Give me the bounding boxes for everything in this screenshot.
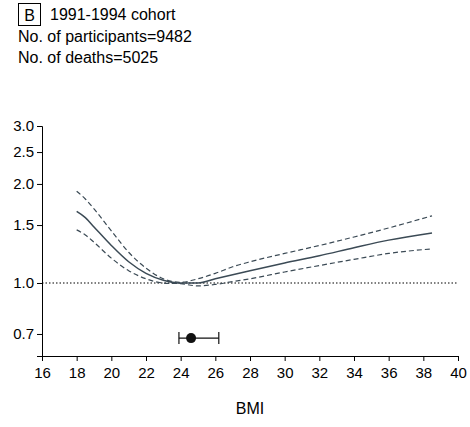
x-tick-label: 26	[207, 364, 224, 381]
median-point	[186, 333, 196, 343]
x-tick-mark	[319, 356, 320, 361]
ci-line	[77, 230, 432, 286]
x-tick-label: 28	[242, 364, 259, 381]
y-tick-label: 3.0	[13, 117, 34, 134]
x-tick-label: 20	[103, 364, 120, 381]
y-tick: 0.7	[13, 325, 42, 342]
x-tick-label: 22	[138, 364, 155, 381]
y-tick-label: 1.5	[13, 216, 34, 233]
x-tick: 36	[381, 356, 398, 381]
x-tick-label: 38	[415, 364, 432, 381]
range-cap	[178, 332, 179, 344]
y-tick: 3.0	[13, 117, 42, 134]
x-tick-mark	[354, 356, 355, 361]
range-cap	[218, 332, 219, 344]
y-tick: 1.5	[13, 216, 42, 233]
x-tick-label: 30	[277, 364, 294, 381]
x-tick: 28	[242, 356, 259, 381]
y-tick-mark	[37, 184, 42, 185]
y-tick: 2.5	[13, 143, 42, 160]
subtitle: No. of participants=9482	[18, 28, 192, 45]
x-tick-mark	[423, 356, 424, 361]
x-tick-label: 34	[346, 364, 363, 381]
x-tick: 30	[277, 356, 294, 381]
x-tick-mark	[146, 356, 147, 361]
panel-label: B	[24, 7, 35, 24]
x-tick-mark	[181, 356, 182, 361]
x-tick-mark	[111, 356, 112, 361]
x-tick-label: 32	[311, 364, 328, 381]
y-tick-mark	[37, 283, 42, 284]
y-tick-mark	[37, 126, 42, 127]
y-axis-line	[37, 127, 43, 357]
x-tick: 24	[173, 356, 190, 381]
subtitle: No. of deaths=5025	[18, 49, 158, 66]
x-tick-label: 24	[173, 364, 190, 381]
estimate-line	[77, 211, 432, 283]
y-tick-label: 0.7	[13, 325, 34, 342]
x-tick-label: 16	[34, 364, 51, 381]
x-axis: 16 18 20 22 24 26 28 30 32 34 36 38 40	[34, 356, 467, 381]
x-tick-label: 40	[450, 364, 467, 381]
x-tick-label: 36	[381, 364, 398, 381]
x-tick-mark	[250, 356, 251, 361]
y-tick-mark	[37, 152, 42, 153]
y-tick-label: 2.5	[13, 143, 34, 160]
title: 1991-1994 cohort	[50, 6, 176, 23]
x-tick: 26	[207, 356, 224, 381]
x-tick: 38	[415, 356, 432, 381]
x-axis-title: BMI	[236, 400, 264, 417]
x-tick-mark	[215, 356, 216, 361]
x-tick: 16	[34, 356, 51, 381]
x-tick: 22	[138, 356, 155, 381]
x-tick: 40	[450, 356, 467, 381]
chart: B 1991-1994 cohort No. of participants=948…	[0, 0, 470, 427]
x-tick: 34	[346, 356, 363, 381]
ci-line	[77, 191, 432, 282]
x-tick-mark	[285, 356, 286, 361]
y-tick-label: 2.0	[13, 175, 34, 192]
x-tick-mark	[77, 356, 78, 361]
reference-line	[42, 282, 458, 283]
x-tick: 32	[311, 356, 328, 381]
y-tick-mark	[37, 334, 42, 335]
range-bar	[179, 338, 219, 339]
y-axis: 0.7 1.0 1.5 2.0 2.5 3.0	[13, 117, 42, 356]
x-tick-mark	[458, 356, 459, 361]
y-tick-mark	[37, 225, 42, 226]
plot-area	[42, 191, 458, 344]
y-tick: 1.0	[13, 274, 42, 291]
x-tick: 18	[69, 356, 86, 381]
x-tick-label: 18	[69, 364, 86, 381]
x-tick-mark	[389, 356, 390, 361]
y-tick-label: 1.0	[13, 274, 34, 291]
x-tick: 20	[103, 356, 120, 381]
x-axis-line	[43, 357, 459, 362]
y-tick: 2.0	[13, 175, 42, 192]
panel-box	[19, 4, 41, 26]
